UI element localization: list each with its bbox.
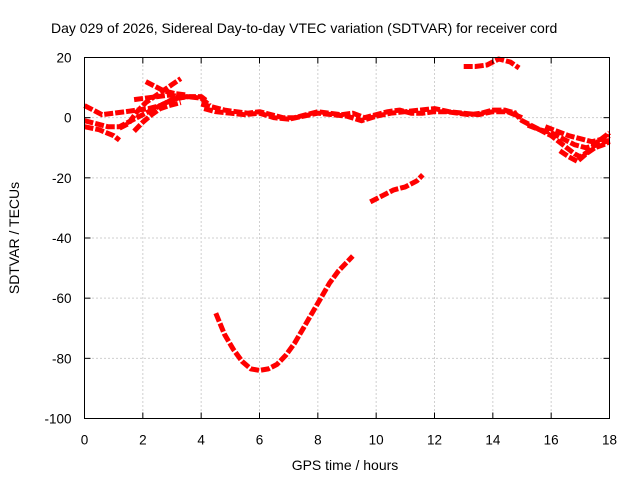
series-line-track-3 xyxy=(83,124,122,143)
x-tick-label: 10 xyxy=(369,433,384,448)
y-tick-label: -60 xyxy=(52,291,72,306)
x-tick-label: 8 xyxy=(314,433,322,448)
series-line-track-1 xyxy=(83,94,212,118)
y-tick-label: -100 xyxy=(44,412,71,427)
x-tick-labels: 0 2 4 6 8 10 12 14 16 18 xyxy=(81,433,617,448)
series-line-track-9 xyxy=(203,106,523,124)
series-line-track-14 xyxy=(526,122,612,160)
chart-title: Day 029 of 2026, Sidereal Day-to-day VTE… xyxy=(51,20,557,36)
series-line-track-15 xyxy=(544,124,611,145)
series-line-track-4 xyxy=(118,76,183,131)
x-tick-label: 2 xyxy=(139,433,147,448)
x-tick-label: 16 xyxy=(544,433,559,448)
y-axis-title: SDTVAR / TECUs xyxy=(6,182,22,294)
series-line-track-10 xyxy=(213,254,355,373)
y-tick-label: 20 xyxy=(56,51,71,66)
series-line-track-11 xyxy=(369,173,425,205)
y-tick-label: 0 xyxy=(64,111,72,126)
y-tick-label: -20 xyxy=(52,171,72,186)
axis-ticks xyxy=(84,57,610,419)
x-tick-label: 12 xyxy=(427,433,442,448)
series-line-track-2 xyxy=(83,94,209,130)
x-tick-label: 4 xyxy=(197,433,205,448)
y-tick-label: -80 xyxy=(52,351,72,366)
x-tick-label: 0 xyxy=(81,433,89,448)
y-tick-label: -40 xyxy=(52,231,72,246)
x-tick-label: 18 xyxy=(602,433,617,448)
y-tick-labels: -100 -80 -60 -40 -20 0 20 xyxy=(44,51,71,427)
x-axis-title: GPS time / hours xyxy=(292,457,399,473)
x-tick-label: 14 xyxy=(485,433,501,448)
series-line-track-5 xyxy=(132,100,182,133)
x-tick-label: 6 xyxy=(256,433,264,448)
series-group xyxy=(83,56,612,373)
grid xyxy=(84,57,610,419)
series-line-track-16 xyxy=(558,139,611,164)
series-line-track-7 xyxy=(133,92,182,103)
